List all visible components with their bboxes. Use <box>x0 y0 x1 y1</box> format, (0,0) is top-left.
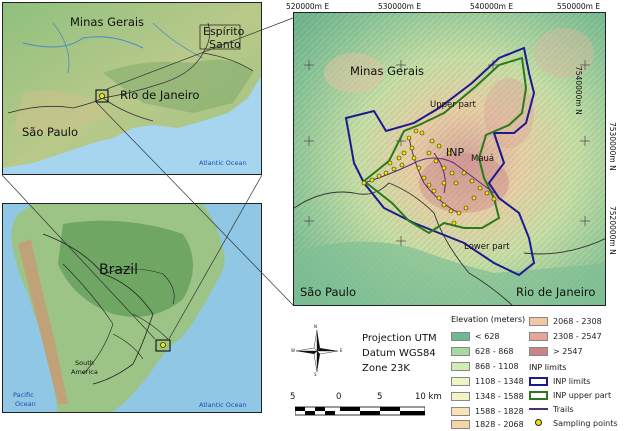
label-upper-part: Upper part <box>430 100 476 110</box>
regional-map: Minas Gerais Espírito Santo Rio de Janei… <box>2 2 262 175</box>
label-rio-de-janeiro-regional: Rio de Janeiro <box>120 88 200 102</box>
legend-elevation-item: 1108 - 1348 <box>451 374 524 388</box>
scale-label: 5 <box>290 392 296 402</box>
label-atlantic-continent: Atlantic Ocean <box>199 401 247 409</box>
legend-swatch <box>451 331 470 341</box>
legend-sampling-icon <box>529 418 548 428</box>
label-maua: Mauá <box>471 154 495 164</box>
easting-tick: 540000m E <box>470 2 514 11</box>
legend-swatch <box>451 361 470 371</box>
continent-map-canvas <box>3 204 261 412</box>
north-arrow <box>295 329 339 373</box>
label-rio-de-janeiro-park: Rio de Janeiro <box>516 285 596 299</box>
legend-swatch <box>529 331 548 341</box>
compass-w: W <box>291 348 295 353</box>
compass-n: N <box>314 324 317 329</box>
label-south-america-2: America <box>71 368 98 376</box>
continent-map: Brazil South America Pacific Ocean Atlan… <box>2 203 262 413</box>
legend-elevation-item: > 2547 <box>529 344 583 358</box>
label-brazil: Brazil <box>99 262 139 278</box>
legend-inp-upper-swatch <box>529 390 548 400</box>
label-minas-gerais-regional: Minas Gerais <box>70 15 145 29</box>
legend: Elevation (meters) < 628 628 - 868 868 -… <box>451 313 621 431</box>
legend-elevation-item: 1348 - 1588 <box>451 389 524 403</box>
legend-trails-swatch <box>529 408 548 410</box>
projection-line-1: Projection UTM <box>362 333 437 344</box>
legend-swatch <box>451 419 470 429</box>
compass-s: S <box>314 372 317 377</box>
compass-e: E <box>340 348 343 353</box>
scale-label: 10 km <box>415 392 442 402</box>
label-sao-paulo-regional: São Paulo <box>22 125 79 139</box>
inp-limits-outline <box>344 46 536 277</box>
legend-elevation-item: 628 - 868 <box>451 344 514 358</box>
label-espirito-santo-2: Santo <box>209 38 241 51</box>
legend-inp-limits: INP limits <box>529 374 590 388</box>
legend-elevation-item: 1588 - 1828 <box>451 404 524 418</box>
scale-label: 5 <box>377 392 383 402</box>
sampling-points <box>361 128 497 226</box>
legend-swatch <box>451 376 470 386</box>
northing-tick: 7530000m N <box>608 122 617 171</box>
label-inp: INP <box>446 146 465 159</box>
inp-upper-outline <box>362 56 528 235</box>
projection-line-3: Zone 23K <box>362 363 410 374</box>
label-pacific-2: Ocean <box>15 400 36 408</box>
legend-inp-upper: INP upper part <box>529 388 611 402</box>
label-sao-paulo-park: São Paulo <box>300 285 357 299</box>
scale-label: 0 <box>336 392 342 402</box>
label-south-america-1: South <box>75 359 94 367</box>
legend-elevation-item: 2068 - 2308 <box>529 314 602 328</box>
park-map: Minas Gerais Upper part INP Mauá Lower p… <box>293 12 606 306</box>
northing-tick: 7520000m N <box>608 206 617 255</box>
legend-swatch <box>451 406 470 416</box>
easting-tick: 530000m E <box>378 2 422 11</box>
label-minas-gerais-park: Minas Gerais <box>350 64 425 78</box>
legend-swatch <box>529 346 548 356</box>
legend-swatch <box>529 316 548 326</box>
easting-tick: 550000m E <box>557 2 601 11</box>
legend-sampling: Sampling points <box>529 416 618 430</box>
legend-inp-limits-swatch <box>529 376 548 386</box>
legend-swatch <box>451 346 470 356</box>
northing-tick: 7540000m N <box>574 66 583 115</box>
label-lower-part: Lower part <box>464 242 510 252</box>
park-map-canvas <box>294 13 605 305</box>
easting-ticks: 520000m E 530000m E 540000m E 550000m E <box>286 0 613 14</box>
legend-inp-title: INP limits <box>529 363 567 372</box>
projection-line-2: Datum WGS84 <box>362 348 436 359</box>
legend-trails: Trails <box>529 402 574 416</box>
scale-bar <box>295 406 425 416</box>
legend-elevation-item: < 628 <box>451 329 500 343</box>
label-atlantic-regional: Atlantic Ocean <box>199 159 247 167</box>
label-espirito-santo-1: Espírito <box>203 25 245 38</box>
legend-elevation-title: Elevation (meters) <box>451 315 526 324</box>
legend-swatch <box>451 391 470 401</box>
label-pacific-1: Pacific <box>13 391 34 399</box>
easting-tick: 520000m E <box>286 2 330 11</box>
legend-elevation-item: 868 - 1108 <box>451 359 519 373</box>
legend-elevation-item: 1828 - 2068 <box>451 417 524 431</box>
legend-elevation-item: 2308 - 2547 <box>529 329 602 343</box>
